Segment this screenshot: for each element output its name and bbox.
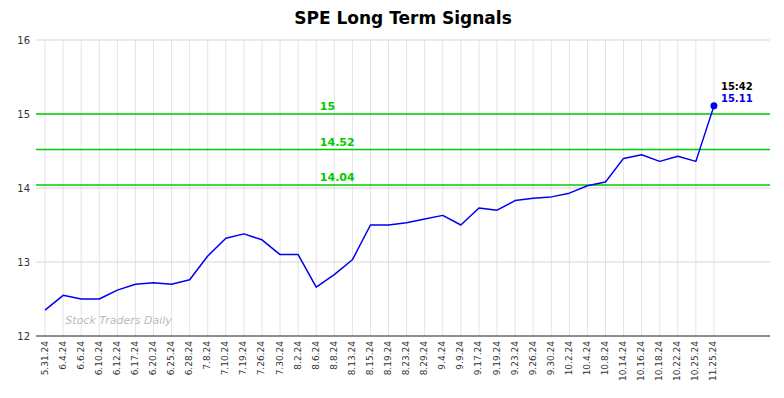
x-tick-label: 6.28.24	[184, 341, 194, 376]
x-tick-label: 8.15.24	[365, 341, 375, 376]
x-tick-label: 9.23.24	[510, 341, 520, 376]
x-tick-label: 10.2.24	[564, 341, 574, 376]
signal-label: 14.04	[320, 171, 355, 184]
x-tick-label: 8.2.24	[293, 341, 303, 370]
x-tick-label: 10.22.24	[672, 341, 682, 381]
title: SPE Long Term Signals	[294, 8, 512, 28]
x-tick-label: 11.25.24	[708, 341, 718, 381]
x-tick-label: 9.26.24	[528, 341, 538, 376]
y-tick-label: 12	[17, 331, 30, 342]
signal-label: 14.52	[320, 136, 355, 149]
x-tick-label: 9.19.24	[492, 341, 502, 376]
grid-line-y	[36, 40, 770, 41]
y-tick-label: 15	[17, 109, 30, 120]
chart: 12 13 14 15 16 5.31.24 6.4.24 6.6.24 6.10.24 6.12…	[0, 0, 784, 398]
x-tick-label: 6.10.24	[94, 341, 104, 376]
grid-line-y	[36, 262, 770, 263]
x-tick-label: 7.8.24	[202, 341, 212, 370]
grid-line-y	[36, 114, 770, 115]
x-tick-label: 8.23.24	[401, 341, 411, 376]
price-line	[45, 106, 714, 310]
x-tick-label: 8.13.24	[347, 341, 357, 376]
signal-line	[36, 184, 770, 186]
signal-line	[36, 113, 770, 115]
y-tick-label: 13	[17, 257, 30, 268]
x-tick-label: 7.30.24	[275, 341, 285, 376]
x-tick-label: 8.19.24	[383, 341, 393, 376]
watermark: Stock Traders Daily	[65, 314, 172, 327]
x-axis-line	[36, 336, 770, 337]
x-tick-label: 6.17.24	[130, 341, 140, 376]
x-tick-label: 6.12.24	[112, 341, 122, 376]
y-tick-label: 14	[17, 183, 30, 194]
x-tick-label: 10.25.24	[690, 341, 700, 381]
x-tick-label: 8.8.24	[329, 341, 339, 370]
x-tick-label: 9.4.24	[437, 341, 447, 370]
grid-line-y	[36, 188, 770, 189]
x-tick-label: 7.19.24	[238, 341, 248, 376]
annotation-value: 15.11	[721, 93, 753, 104]
x-tick-label: 8.6.24	[311, 341, 321, 370]
x-tick-label: 10.4.24	[582, 341, 592, 376]
x-tick-label: 9.17.24	[473, 341, 483, 376]
x-tick-label: 10.18.24	[654, 341, 664, 381]
x-tick-label: 10.8.24	[600, 341, 610, 376]
x-tick-label: 6.4.24	[58, 341, 68, 370]
signal-line	[36, 149, 770, 151]
signal-label: 15	[320, 100, 335, 113]
x-tick-label: 9.30.24	[546, 341, 556, 376]
grid-line-y	[36, 336, 770, 337]
x-tick-label: 7.26.24	[256, 341, 266, 376]
x-tick-label: 10.16.24	[636, 341, 646, 381]
x-tick-label: 9.9.24	[455, 341, 465, 370]
x-tick-label: 6.20.24	[148, 341, 158, 376]
y-tick-label: 16	[17, 35, 30, 46]
x-tick-label: 10.14.24	[618, 341, 628, 381]
x-tick-label: 6.25.24	[166, 341, 176, 376]
x-tick-label: 6.6.24	[76, 341, 86, 370]
x-tick-label: 8.29.24	[419, 341, 429, 376]
grid	[36, 40, 770, 336]
last-point	[710, 102, 717, 109]
x-tick-label: 5.31.24	[40, 341, 50, 376]
annotation-time: 15:42	[721, 81, 753, 92]
x-tick-label: 7.10.24	[220, 341, 230, 376]
plot-area	[36, 102, 770, 310]
